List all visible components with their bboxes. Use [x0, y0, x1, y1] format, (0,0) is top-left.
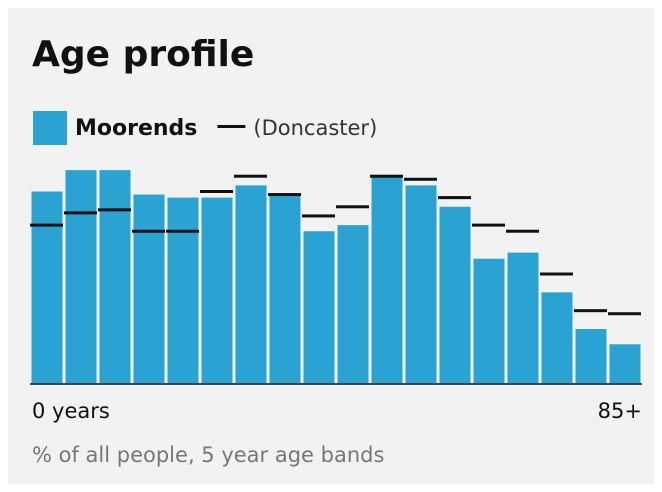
x-tick-label: 0 years	[32, 399, 110, 423]
bar	[269, 194, 301, 384]
bar	[99, 170, 131, 384]
bar	[609, 344, 641, 384]
bar	[65, 170, 97, 384]
legend-label: (Doncaster)	[253, 116, 377, 140]
bar	[405, 185, 437, 384]
comparison-marker	[472, 223, 505, 227]
comparison-marker	[404, 177, 437, 181]
comparison-marker	[200, 190, 233, 193]
comparison-marker	[540, 272, 573, 276]
comparison-marker	[608, 312, 641, 316]
bar	[439, 206, 471, 384]
comparison-marker	[98, 208, 131, 212]
comparison-marker	[268, 193, 301, 197]
comparison-marker	[336, 205, 369, 209]
legend-label: Moorends	[75, 116, 197, 141]
comparison-marker	[370, 174, 403, 178]
bar	[31, 191, 63, 384]
x-tick-label: 85+	[598, 399, 642, 423]
bar	[133, 194, 165, 384]
bar	[303, 231, 335, 384]
bar	[473, 258, 505, 384]
comparison-marker	[30, 223, 63, 227]
comparison-marker	[302, 214, 335, 218]
bar	[575, 329, 607, 384]
bar	[507, 252, 539, 384]
bar	[201, 197, 233, 384]
footnote: % of all people, 5 year age bands	[32, 443, 384, 467]
bar	[337, 225, 369, 384]
comparison-marker	[64, 211, 97, 215]
bar	[541, 292, 573, 384]
bar	[167, 197, 199, 384]
comparison-marker	[574, 309, 607, 313]
legend-swatch	[217, 125, 246, 128]
comparison-marker	[132, 229, 165, 233]
comparison-marker	[234, 174, 267, 178]
bar	[371, 176, 403, 384]
comparison-marker	[166, 229, 199, 233]
chart-title: Age profile	[32, 34, 254, 75]
legend-swatch	[33, 111, 67, 145]
comparison-marker	[438, 196, 471, 200]
comparison-marker	[506, 229, 539, 233]
bar	[235, 185, 267, 384]
